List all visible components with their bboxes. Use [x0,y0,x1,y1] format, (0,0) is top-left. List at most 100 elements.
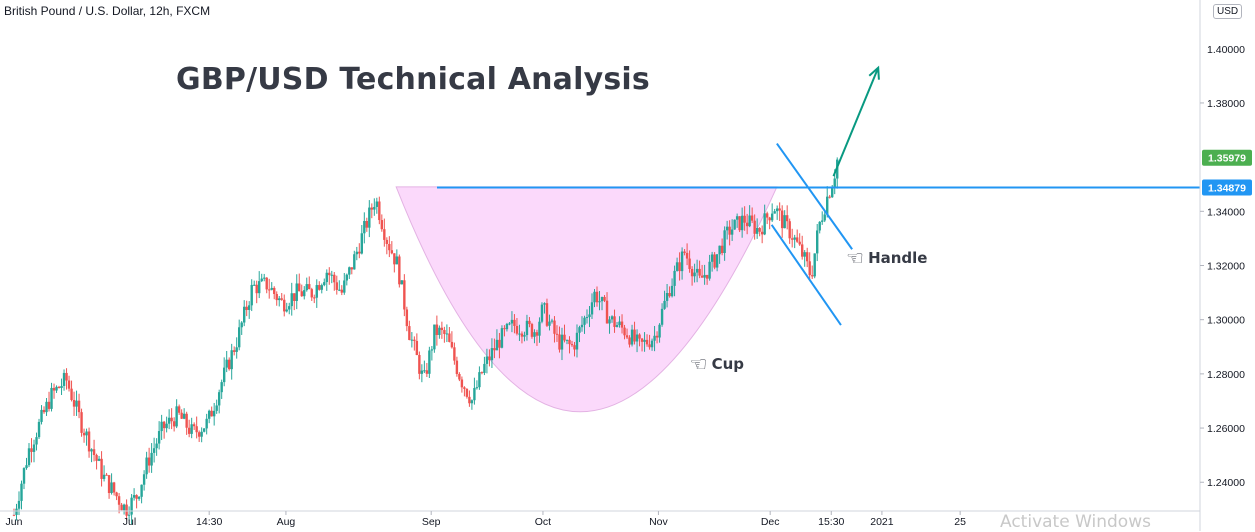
candle-body [760,231,764,235]
candle-body [360,233,364,254]
candle-body [383,229,386,240]
candle-body [175,406,178,427]
candle-body [420,370,424,374]
candle-body [202,428,206,432]
x-tick-label: 14:30 [196,516,222,528]
y-tick-label: 1.34000 [1207,206,1245,218]
candle-body [660,308,664,325]
currency-button[interactable]: USD [1213,4,1243,19]
candle-body [85,431,88,436]
candle-body [57,386,61,388]
candle-body [618,321,621,326]
candle-body [305,284,308,291]
candle-body [135,495,138,499]
candle-body [595,291,599,303]
candle-body [255,284,258,294]
candle-body [788,221,791,239]
candle-body [450,341,454,348]
candle-body [823,214,826,221]
candle-body [425,370,429,374]
candle-body [177,406,181,413]
candle-body [513,319,516,326]
candle-body [738,216,741,231]
candle-body [318,285,321,290]
candle-body [248,305,251,310]
candle-body [172,421,176,427]
candle-body [22,468,26,484]
cup-annotation: ☜ Cup [690,354,744,374]
candle-body [548,321,551,326]
candle-body [380,220,384,230]
candle-body [125,504,128,516]
candle-body [563,334,566,341]
candle-body [575,332,579,350]
candle-body [343,280,346,293]
candle-body [628,337,631,345]
candle-body [210,410,213,417]
candle-body [448,333,451,342]
candle-body [82,432,86,436]
candle-body [75,400,78,407]
candle-body [473,388,476,401]
candle-body [90,449,93,452]
candle-body [245,306,248,310]
candle-body [555,333,559,335]
candle-body [220,382,223,393]
candle-body [558,334,561,350]
candle-body [600,296,604,302]
candle-body [225,359,228,368]
candle-body [265,277,268,290]
candle-body [20,483,23,501]
candle-body [107,475,111,494]
candle-body [565,339,569,341]
candle-body [378,201,381,221]
candle-body [713,254,716,268]
candle-body [47,401,51,409]
candle-body [440,327,444,331]
candle-body [798,241,801,245]
candle-body [165,423,168,429]
candle-body [132,495,136,498]
candle-body [195,426,198,433]
symbol-title[interactable]: British Pound / U.S. Dollar, 12h, FXCM [4,4,211,18]
candle-body [17,500,21,509]
candle-body [588,314,591,318]
candle-body [715,254,719,268]
candle-body [445,333,449,335]
candle-body [510,319,514,324]
candle-body [528,320,531,325]
candle-body [833,178,836,189]
candle-body [465,388,469,397]
candle-body [320,285,323,290]
candle-body [270,287,273,290]
x-tick-label: Jun [6,516,23,528]
candle-body [403,280,406,310]
candle-body [418,355,421,374]
candle-body [30,448,33,452]
candle-body [593,291,596,303]
candle-body [353,254,356,270]
candle-body [345,274,348,281]
candle-body [680,251,684,272]
candle-body [398,256,401,285]
candle-body [811,275,814,277]
candle-body [530,324,534,337]
candle-body [55,386,58,391]
candle-body [560,334,564,350]
candle-body [503,328,506,330]
y-tick-label: 1.38000 [1207,98,1245,110]
candle-body [610,316,614,320]
candle-body [550,320,554,322]
candle-body [525,320,529,336]
candle-body [67,380,71,389]
candle-body [703,274,706,278]
candle-body [400,280,404,285]
candle-body [70,388,73,400]
candle-body [385,239,389,244]
candle-body [655,335,659,338]
candle-body [678,262,681,272]
candle-body [408,326,411,340]
candle-body [368,207,371,228]
candle-body [150,452,153,466]
